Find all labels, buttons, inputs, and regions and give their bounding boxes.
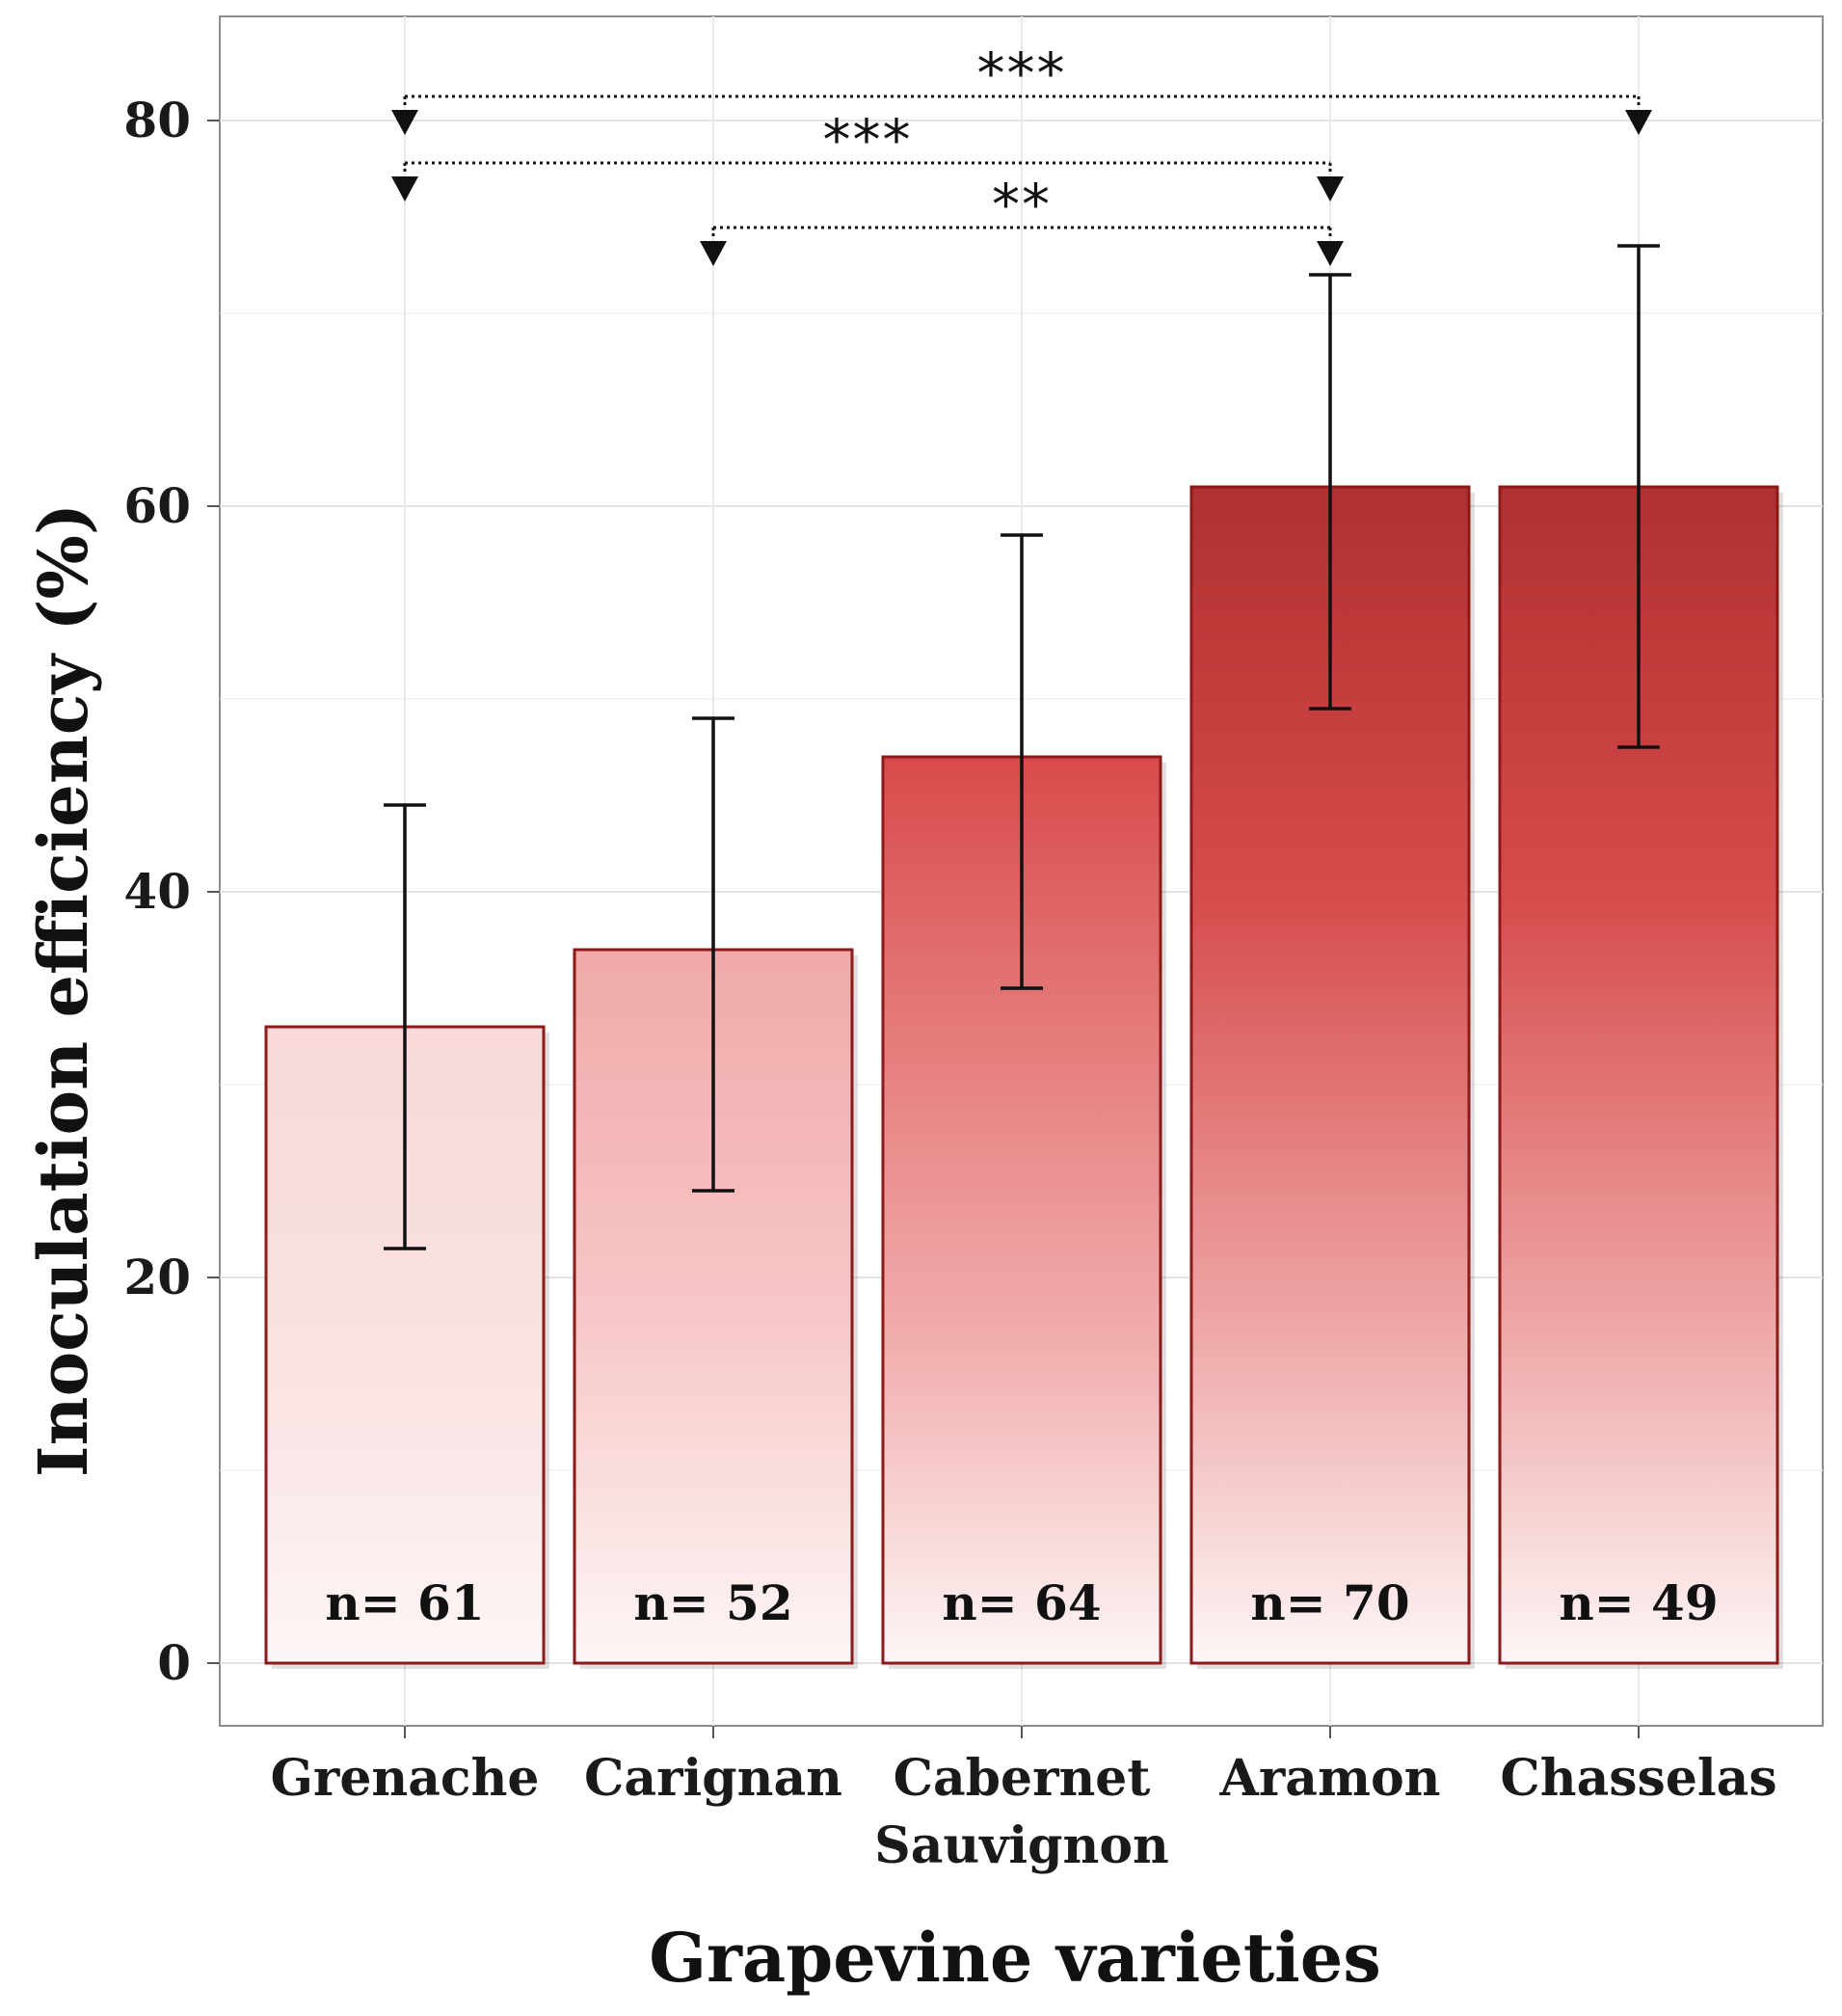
y-tick-label: 0	[157, 1634, 191, 1691]
n-label: n= 52	[633, 1574, 792, 1631]
significance-arrow	[1625, 110, 1652, 135]
significance-arrow	[700, 241, 727, 266]
y-tick-label: 80	[123, 92, 191, 148]
significance-arrow	[391, 176, 418, 202]
significance-arrow	[391, 110, 418, 135]
x-tick-label: Carignan	[584, 1749, 842, 1808]
y-tick-label: 60	[123, 477, 191, 534]
y-axis-title: Inoculation efficiency (%)	[23, 503, 103, 1477]
n-label: n= 64	[942, 1574, 1101, 1631]
n-label: n= 70	[1250, 1574, 1409, 1631]
significance-arrow	[1317, 241, 1344, 266]
significance-label: ***	[823, 107, 913, 173]
y-tick-label: 20	[123, 1249, 191, 1305]
x-tick-label: Chasselas	[1500, 1749, 1776, 1808]
x-tick-label: Cabernet Sauvignon	[874, 1749, 1169, 1875]
significance-brackets: ********	[391, 40, 1652, 266]
n-label: n= 49	[1559, 1574, 1718, 1631]
significance-label: ***	[977, 40, 1067, 106]
x-tick-label: Grenache	[271, 1749, 540, 1808]
bars: n= 61 n= 52 n= 64 n= 70 n= 49	[264, 485, 1783, 1669]
n-label: n= 61	[325, 1574, 484, 1631]
error-bars	[384, 244, 1660, 1250]
significance-arrow	[1317, 176, 1344, 202]
significance-label: **	[992, 172, 1052, 237]
x-axis-ticks: Grenache Carignan Cabernet Sauvignon Aramon C…	[271, 1726, 1777, 1875]
x-tick-label: Aramon	[1219, 1749, 1441, 1808]
y-tick-label: 40	[123, 863, 191, 920]
x-axis-title: Grapevine varieties	[649, 1918, 1380, 1998]
y-axis-ticks: 0 20 40 60 80	[123, 92, 220, 1691]
